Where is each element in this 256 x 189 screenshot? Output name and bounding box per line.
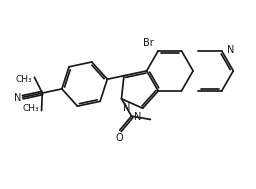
Text: Br: Br bbox=[144, 38, 154, 48]
Text: O: O bbox=[116, 133, 123, 143]
Text: N: N bbox=[123, 103, 131, 113]
Text: CH₃: CH₃ bbox=[23, 104, 40, 113]
Text: CH₃: CH₃ bbox=[16, 75, 33, 84]
Text: N: N bbox=[134, 112, 141, 122]
Text: N: N bbox=[227, 45, 234, 55]
Text: N: N bbox=[14, 93, 21, 103]
